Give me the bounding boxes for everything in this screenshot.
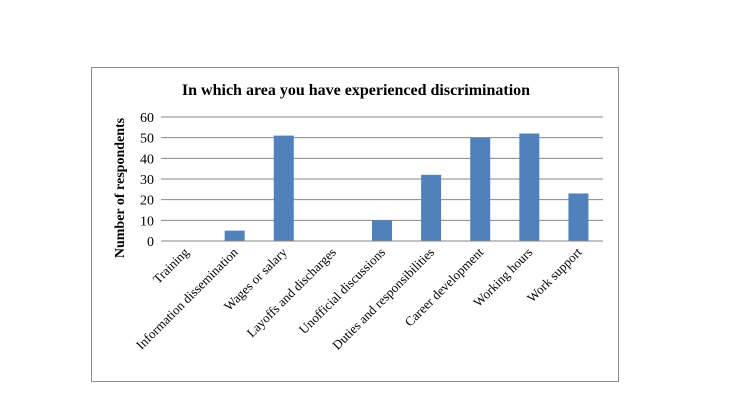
bar-7 xyxy=(519,133,540,241)
bar-5 xyxy=(421,174,442,241)
bar-2 xyxy=(273,135,294,241)
y-tick-label-20: 20 xyxy=(140,194,154,209)
x-tick-label-4: Unofficial discussions xyxy=(296,245,388,337)
y-tick-label-50: 50 xyxy=(140,132,154,147)
bar-6 xyxy=(470,137,491,241)
bars xyxy=(224,133,589,241)
x-tick-label-0: Training xyxy=(150,244,192,286)
y-tick-label-10: 10 xyxy=(140,214,154,229)
y-tick-label-40: 40 xyxy=(140,152,154,167)
bar-1 xyxy=(224,230,245,241)
x-tick-label-3: Layoffs and discharges xyxy=(243,245,339,341)
bar-4 xyxy=(372,220,392,241)
y-axis-label: Number of respondents xyxy=(113,117,128,258)
y-tick-label-0: 0 xyxy=(147,235,154,250)
y-tick-label-60: 60 xyxy=(140,111,154,126)
chart-title: In which area you have experienced discr… xyxy=(182,82,530,99)
y-tick-label-30: 30 xyxy=(140,173,154,188)
bar-8 xyxy=(568,193,589,241)
y-axis-ticks: 0 10 20 30 40 50 60 xyxy=(140,111,154,250)
